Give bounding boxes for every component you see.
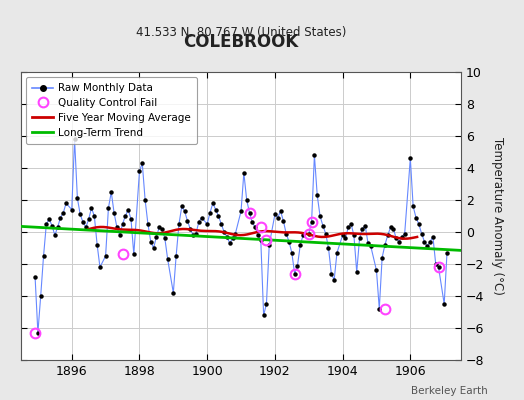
Y-axis label: Temperature Anomaly (°C): Temperature Anomaly (°C): [491, 137, 504, 295]
Legend: Raw Monthly Data, Quality Control Fail, Five Year Moving Average, Long-Term Tren: Raw Monthly Data, Quality Control Fail, …: [26, 77, 198, 144]
Title: COLEBROOK: COLEBROOK: [183, 33, 299, 51]
Text: Berkeley Earth: Berkeley Earth: [411, 386, 487, 396]
Text: 41.533 N, 80.767 W (United States): 41.533 N, 80.767 W (United States): [136, 26, 346, 39]
